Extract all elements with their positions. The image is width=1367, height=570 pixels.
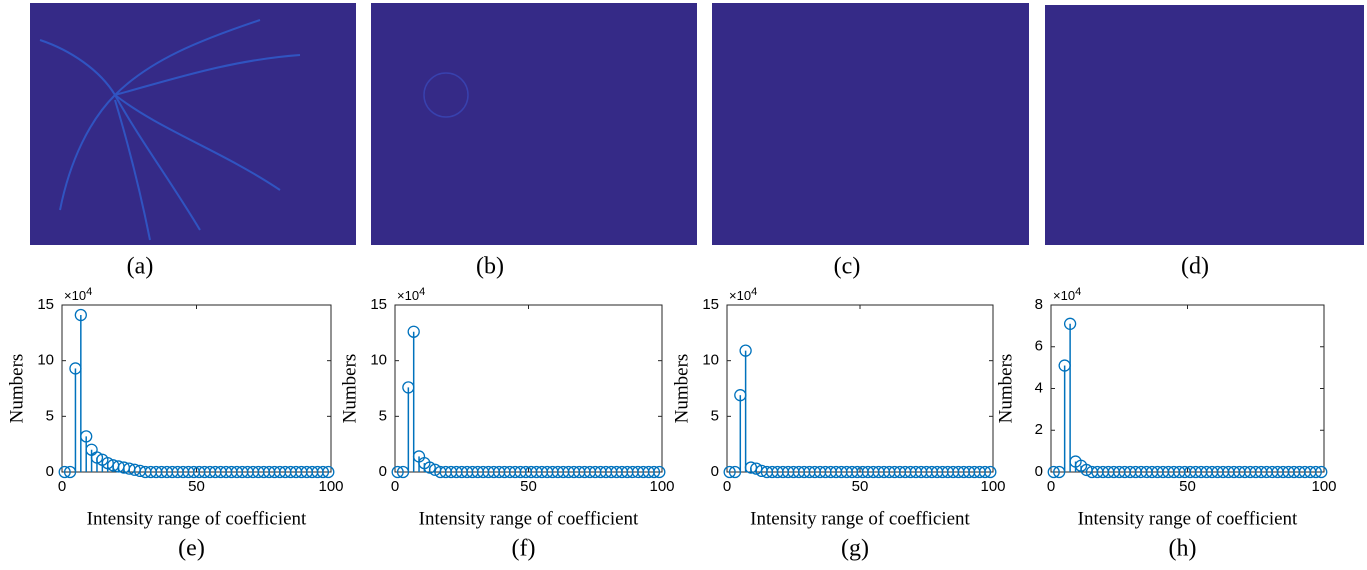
y-tick-label: 0	[711, 463, 719, 480]
stem-chart: 0 5 10 15 0 50 100 ×104 Intensity range of coeff…	[339, 286, 674, 562]
stem-marker	[391, 465, 404, 479]
y-tick-label: 10	[37, 352, 54, 369]
stem-marker	[316, 465, 330, 479]
stem-marker	[423, 461, 436, 474]
multiplier-exponent: 4	[86, 286, 92, 298]
stem-marker	[653, 465, 666, 479]
panel-label: (c)	[834, 254, 861, 280]
multiplier-base: ×10	[729, 288, 751, 303]
x-tick-label: 0	[1047, 478, 1055, 495]
x-tick-label: 0	[391, 478, 399, 495]
multiplier-base: ×10	[64, 288, 86, 303]
multiplier-exponent: 4	[1075, 286, 1081, 298]
stem-marker	[407, 325, 420, 338]
axis-multiplier: ×104	[1053, 286, 1081, 304]
multiplier-exponent: 4	[751, 286, 757, 298]
axis-multiplier: ×104	[397, 286, 425, 304]
y-axis-label: Numbers	[339, 354, 360, 424]
axis-multiplier: ×104	[729, 286, 757, 304]
axis-multiplier: ×104	[64, 286, 92, 304]
y-axis-label: Numbers	[995, 354, 1016, 424]
y-axis-label: Numbers	[6, 354, 27, 424]
axes-box	[394, 304, 663, 473]
y-tick-label: 10	[370, 352, 387, 369]
x-tick-label: 100	[1311, 478, 1336, 495]
y-tick-label: 2	[1035, 421, 1043, 438]
panel-label: (b)	[476, 254, 504, 280]
image-b	[371, 3, 697, 245]
stem-chart: 0 5 10 15 0 50 100 ×104 Intensity range of coeff…	[671, 286, 1005, 562]
x-axis-label: Intensity range of coefficient	[419, 508, 639, 529]
panel-label: (h)	[1169, 536, 1197, 562]
y-tick-label: 10	[702, 352, 719, 369]
stem-marker	[739, 344, 752, 357]
stem-marker	[1047, 465, 1060, 479]
stem-marker	[1063, 317, 1077, 330]
y-tick-label: 0	[46, 463, 54, 480]
stem-marker	[723, 465, 736, 479]
x-tick-label: 100	[318, 478, 343, 495]
panel-label: (g)	[841, 536, 869, 562]
stem-marker	[647, 465, 661, 479]
stem-chart: 0 5 10 15 0 50 100 ×104 Intensity range of coeff…	[6, 286, 343, 562]
axes-box	[61, 304, 332, 473]
stem-marker	[984, 465, 997, 479]
stem-marker	[58, 465, 71, 479]
x-axis-label: Intensity range of coefficient	[750, 508, 970, 529]
y-tick-label: 0	[1035, 463, 1043, 480]
y-tick-label: 15	[37, 296, 54, 313]
x-tick-label: 100	[649, 478, 674, 495]
panel-label: (e)	[178, 536, 205, 562]
panel-label: (f)	[512, 536, 536, 562]
y-tick-label: 8	[1035, 296, 1043, 313]
image-d	[1045, 5, 1364, 245]
y-axis-label: Numbers	[671, 354, 692, 424]
y-tick-label: 15	[370, 296, 387, 313]
x-tick-label: 100	[980, 478, 1005, 495]
x-tick-label: 50	[852, 478, 869, 495]
y-tick-label: 5	[379, 407, 387, 424]
y-tick-label: 4	[1035, 379, 1043, 396]
x-tick-label: 0	[723, 478, 731, 495]
y-tick-label: 5	[711, 407, 719, 424]
multiplier-base: ×10	[397, 288, 419, 303]
multiplier-base: ×10	[1053, 288, 1075, 303]
y-tick-label: 6	[1035, 338, 1043, 355]
stem-marker	[74, 308, 87, 322]
x-tick-label: 50	[1179, 478, 1196, 495]
stem-marker	[322, 465, 335, 479]
y-tick-label: 0	[379, 463, 387, 480]
multiplier-exponent: 4	[419, 286, 425, 298]
x-axis-label: Intensity range of coefficient	[1078, 508, 1298, 529]
image-a	[30, 3, 356, 245]
stem-marker	[1315, 465, 1328, 479]
stem-marker	[1309, 465, 1322, 479]
axes-box	[726, 304, 994, 473]
y-tick-label: 5	[46, 407, 54, 424]
stem-marker	[101, 456, 114, 470]
stem-marker	[978, 465, 992, 479]
stem-marker	[80, 430, 93, 443]
y-tick-label: 15	[702, 296, 719, 313]
x-tick-label: 50	[520, 478, 537, 495]
image-c	[712, 3, 1029, 245]
axes-box	[1050, 304, 1325, 473]
x-tick-label: 50	[188, 478, 205, 495]
x-tick-label: 0	[58, 478, 66, 495]
panel-label: (d)	[1181, 254, 1209, 280]
x-axis-label: Intensity range of coefficient	[87, 508, 307, 529]
stem-marker	[90, 451, 104, 464]
panel-label: (a)	[127, 254, 154, 280]
